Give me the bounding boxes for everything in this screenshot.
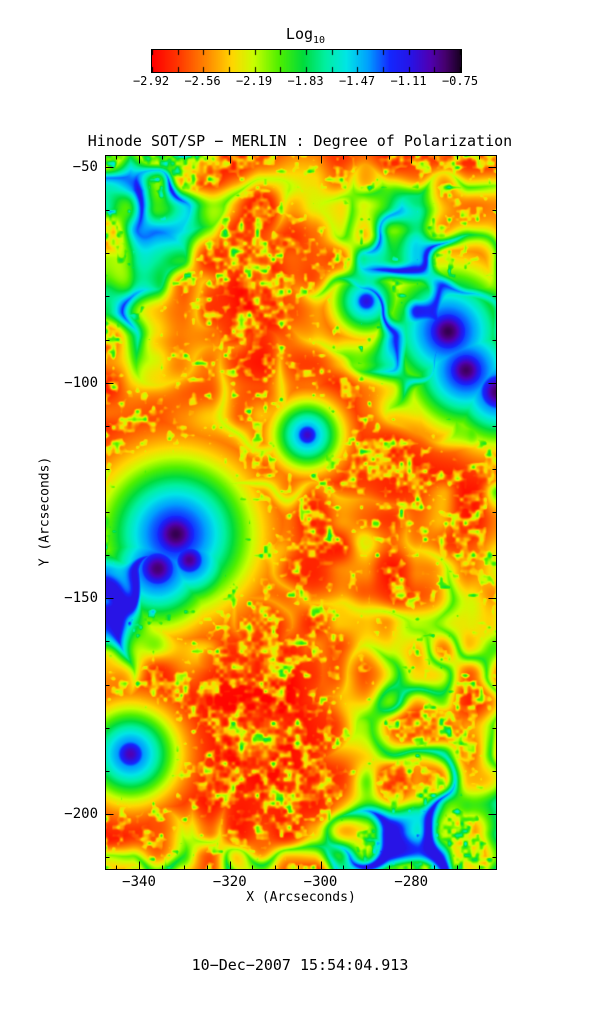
y-tick-label: −100 xyxy=(64,374,98,391)
x-tick-label: −320 xyxy=(212,874,247,890)
y-tick-label: −150 xyxy=(64,590,98,607)
colorbar-tick-label: −2.19 xyxy=(235,74,273,88)
y-tick-label: −200 xyxy=(64,805,98,822)
axes-ticks-path xyxy=(105,155,497,870)
x-axis-title: X (Arcseconds) xyxy=(246,890,356,905)
heatmap-canvas xyxy=(105,155,497,870)
x-tick-label: −280 xyxy=(394,874,429,890)
colorbar-tick-label: −2.56 xyxy=(184,74,221,88)
y-axis-title: Y (Arcseconds) xyxy=(37,456,53,567)
colorbar-title-text: Log xyxy=(285,25,314,43)
colorbar-tick-label: −2.92 xyxy=(132,74,170,88)
y-tick-label: −50 xyxy=(72,159,98,176)
plot-title: Hinode SOT/SP − MERLIN : Degree of Polar… xyxy=(87,132,513,150)
timestamp: 10−Dec−2007 15:54:04.913 xyxy=(191,956,409,974)
colorbar-gradient xyxy=(151,49,462,73)
colorbar-tick-label: −1.11 xyxy=(390,74,427,88)
x-tick-label: −300 xyxy=(303,874,338,890)
x-tick-label: −340 xyxy=(122,874,156,890)
colorbar-title-subscript: 10 xyxy=(313,35,326,46)
colorbar-tick-label: −0.75 xyxy=(441,74,479,88)
colorbar-title: Log10 xyxy=(151,25,460,46)
colorbar-tick-label: −1.83 xyxy=(287,74,324,88)
colorbar-tick-label: −1.47 xyxy=(338,74,376,88)
